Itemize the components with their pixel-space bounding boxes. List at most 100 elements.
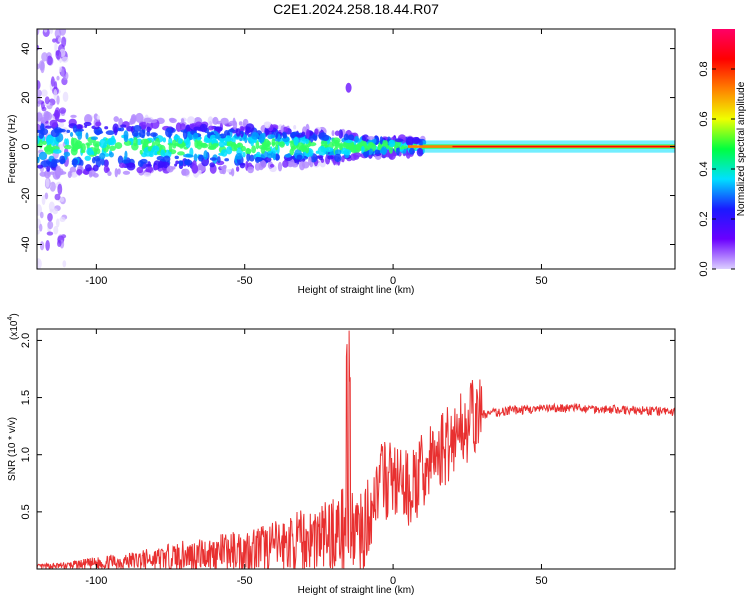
spectrogram-blob — [76, 169, 83, 175]
spectrogram-blob — [334, 149, 342, 156]
spectrogram-blob — [343, 149, 351, 156]
spectrogram-blob — [160, 149, 166, 157]
spectrogram-blob — [108, 151, 114, 158]
colorbar-label: Normalized spectral amplitude — [736, 81, 747, 216]
spectrogram-blob — [67, 171, 72, 179]
spectrogram-blob — [44, 125, 53, 129]
figure-title: C2E1.2024.258.18.44.R07 — [273, 1, 439, 17]
spectrogram-blob — [64, 138, 68, 145]
spectrogram-blob — [218, 140, 225, 148]
spectrogram-blob — [207, 145, 217, 150]
spectrogram-blob — [235, 152, 243, 160]
colorbar-tick-label: 0.6 — [698, 111, 710, 126]
spectrogram-blob — [230, 143, 238, 149]
spectrogram-blob — [406, 136, 414, 147]
snr-background — [37, 329, 675, 569]
x-tick-label: 0 — [390, 275, 396, 287]
x-tick-label: -100 — [85, 575, 107, 587]
spectrogram-speck — [53, 81, 58, 92]
spectrogram-blob — [80, 149, 86, 154]
spectrogram-blob — [232, 120, 238, 130]
spectrogram-blob — [105, 130, 115, 136]
colorbar-gradient — [712, 29, 735, 269]
spectrogram-speck — [37, 96, 41, 107]
snr-y-ticks: 0.5 1.0 1.5 2.0 — [20, 333, 675, 520]
spectrogram-blob — [231, 147, 238, 152]
spectrogram-blob — [267, 134, 275, 140]
colorbar-tick-label: 0.2 — [698, 211, 710, 226]
spectrogram-blob — [388, 139, 396, 148]
spectrogram-blob — [107, 171, 112, 177]
spectrogram-blob — [129, 117, 136, 125]
spectrogram-speck — [37, 80, 41, 90]
spectrogram-blob — [169, 118, 177, 124]
spectrogram-blob — [207, 125, 215, 131]
spectrogram-blob — [265, 128, 270, 136]
spectrogram-blob — [149, 119, 158, 123]
spectrogram-blob — [275, 144, 279, 151]
spectrogram-blob — [178, 160, 184, 167]
spectrogram-blob — [121, 159, 131, 164]
spectrogram-blob — [156, 155, 165, 161]
spectrogram-blob — [235, 166, 240, 172]
spectrogram-blob — [198, 154, 204, 162]
spectrogram-blob — [305, 128, 310, 139]
spectrogram-blob — [90, 136, 98, 141]
snr-x-axis-title: Height of straight line (km) — [298, 585, 415, 596]
spectrogram-blob — [217, 156, 221, 164]
spectrogram-blob — [42, 140, 47, 145]
spectrogram-blob — [58, 171, 67, 175]
spectrogram-blob — [242, 118, 249, 127]
y-tick-label: 40 — [20, 42, 32, 54]
spectrogram-blob — [282, 132, 288, 139]
spectrogram-blob — [282, 160, 289, 168]
spectrogram-speck — [59, 107, 67, 114]
spectrogram-blob — [136, 166, 144, 174]
spectrogram-speck — [41, 89, 48, 97]
snr-series-line — [37, 330, 675, 569]
spectrogram-speck — [61, 56, 69, 63]
spectrogram-blob — [220, 149, 228, 157]
spectrogram-blob — [157, 160, 164, 169]
spectrogram-blob — [361, 145, 365, 153]
spectrogram-blob — [223, 141, 228, 146]
spectrogram-blob — [220, 117, 229, 125]
spectrogram-blob — [280, 125, 284, 133]
spectrogram-blob — [149, 132, 158, 137]
spectrogram-blob — [126, 125, 134, 132]
spectrogram-blob — [50, 129, 60, 138]
spectrogram-blob — [85, 142, 93, 146]
spectrogram-blob — [99, 138, 108, 149]
x-tick-label: -50 — [237, 275, 253, 287]
spectrogram-speck — [41, 195, 46, 206]
x-tick-label: -100 — [85, 275, 107, 287]
spectrogram-speck — [54, 29, 62, 39]
spectrogram-blob — [118, 162, 126, 169]
spectrogram-blob — [320, 140, 328, 146]
spectrogram-blob — [347, 141, 355, 150]
y-tick-label: -20 — [20, 188, 32, 204]
spectrogram-blob — [321, 135, 330, 142]
snr-x-ticks: -100 -50 0 50 — [85, 329, 548, 587]
y-tick-label: 1.0 — [20, 447, 32, 462]
spectrogram-blob — [114, 168, 118, 178]
spectrogram-speck — [46, 55, 53, 66]
spectrogram-blob — [66, 129, 71, 134]
y-tick-label: 0.5 — [20, 504, 32, 519]
spectrogram-blob — [251, 132, 260, 140]
spectrogram-speck — [55, 218, 60, 228]
spectrogram-blob — [181, 168, 190, 176]
spectrogram-blob — [361, 134, 370, 143]
spectrogram-blob — [244, 134, 248, 144]
spectrogram-blob — [166, 165, 174, 173]
spectrogram-blob — [293, 136, 299, 146]
spectrogram-blob — [46, 166, 51, 172]
spectrogram-blob — [72, 125, 78, 133]
spectrogram-blob — [143, 172, 152, 177]
spectrogram-blob — [51, 158, 58, 168]
spectrogram-blob — [240, 130, 244, 135]
spectrogram-blob — [212, 143, 219, 147]
spectrogram-blob — [187, 116, 195, 124]
spectrogram-speck — [62, 91, 69, 103]
spectrogram-blob — [212, 116, 219, 125]
